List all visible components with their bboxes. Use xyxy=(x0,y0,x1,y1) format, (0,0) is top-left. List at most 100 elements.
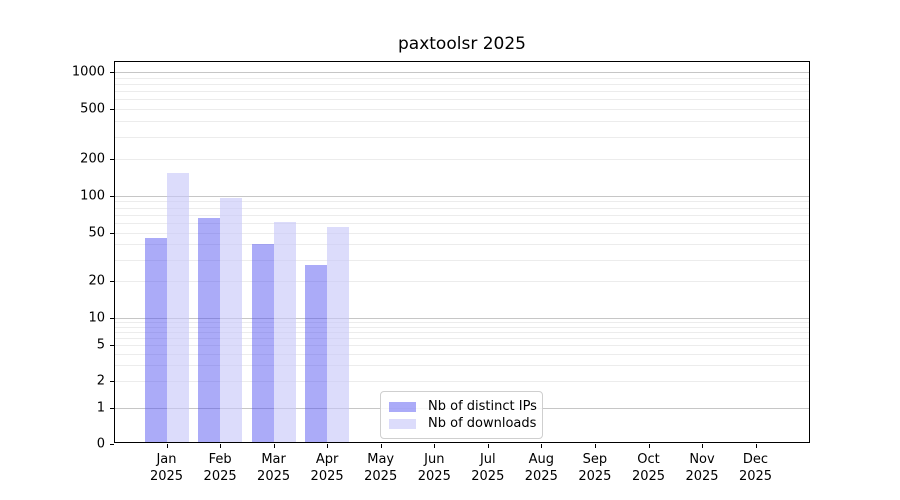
y-tick-mark-1000 xyxy=(110,72,114,73)
x-tick-mark-jan xyxy=(166,444,168,448)
legend-item-distinct-ips: Nb of distinct IPs xyxy=(389,398,537,415)
y-tick-mark-1 xyxy=(110,408,114,409)
y-tick-label-500: 500 xyxy=(80,101,105,117)
y-tick-mark-20 xyxy=(110,281,114,283)
gridline-minor-70 xyxy=(114,214,810,216)
x-tick-year: 2025 xyxy=(631,468,666,484)
gridline-major-10 xyxy=(114,318,810,319)
gridline-minor-3 xyxy=(114,365,810,367)
gridline-minor-4 xyxy=(114,353,810,355)
x-tick-mark-jul xyxy=(487,444,489,448)
y-tick-mark-5 xyxy=(110,345,114,347)
y-tick-mark-100 xyxy=(110,195,114,197)
bar-distinct-ips-jan xyxy=(144,237,167,443)
x-tick-month: Apr xyxy=(315,452,339,467)
x-tick-month: Jun xyxy=(424,452,445,467)
x-tick-mark-may xyxy=(380,444,382,448)
gridline-minor-800 xyxy=(114,84,810,85)
x-tick-year: 2025 xyxy=(578,468,612,484)
y-tick-label-10: 10 xyxy=(88,310,105,326)
y-tick-label-1: 1 xyxy=(96,400,105,416)
x-tick-label-sep: Sep 2025 xyxy=(555,452,635,485)
x-tick-mark-mar xyxy=(273,444,275,448)
x-tick-month: Oct xyxy=(637,452,660,467)
legend-swatch-distinct-ips xyxy=(389,401,416,412)
y-tick-mark-500 xyxy=(110,109,114,111)
y-tick-label-20: 20 xyxy=(88,273,105,289)
bar-downloads-mar xyxy=(273,222,296,443)
x-tick-month: Dec xyxy=(742,452,769,467)
gridline-minor-50 xyxy=(114,232,810,234)
gridline-minor-400 xyxy=(114,121,810,123)
x-tick-label-may: May 2025 xyxy=(341,452,421,485)
x-tick-year: 2025 xyxy=(310,468,344,484)
chart-title: paxtoolsr 2025 xyxy=(398,34,526,54)
gridline-minor-40 xyxy=(114,244,810,246)
plot-area: Nb of distinct IPs Nb of downloads xyxy=(114,61,810,443)
x-tick-label-jun: Jun 2025 xyxy=(394,452,474,485)
x-tick-month: Feb xyxy=(208,452,232,467)
x-tick-month: Sep xyxy=(582,452,608,467)
x-tick-year: 2025 xyxy=(524,468,558,484)
x-tick-month: Aug xyxy=(528,452,554,467)
x-tick-mark-dec xyxy=(755,444,757,448)
legend-label-downloads: Nb of downloads xyxy=(428,416,537,431)
x-tick-mark-oct xyxy=(648,444,650,448)
bar-downloads-apr xyxy=(327,227,350,443)
x-tick-label-jul: Jul 2025 xyxy=(448,452,528,485)
y-tick-label-50: 50 xyxy=(88,225,105,240)
gridline-minor-90 xyxy=(114,201,810,203)
bar-downloads-feb xyxy=(220,197,242,443)
x-tick-year: 2025 xyxy=(257,468,291,484)
x-tick-mark-jun xyxy=(434,444,436,448)
gridline-minor-700 xyxy=(114,91,810,93)
x-tick-year: 2025 xyxy=(685,468,719,484)
y-tick-mark-50 xyxy=(110,232,114,234)
gridline-major-1000 xyxy=(114,72,810,73)
gridline-minor-200 xyxy=(114,158,810,160)
x-tick-mark-sep xyxy=(594,444,596,448)
gridline-minor-6 xyxy=(114,338,810,339)
x-tick-label-oct: Oct 2025 xyxy=(609,452,689,485)
y-tick-mark-10 xyxy=(110,318,114,319)
x-tick-month: Jul xyxy=(479,452,496,467)
y-tick-label-5: 5 xyxy=(96,337,105,353)
y-tick-mark-0 xyxy=(110,443,114,445)
x-tick-month: Nov xyxy=(689,452,715,467)
gridline-minor-9 xyxy=(114,322,810,324)
gridline-minor-80 xyxy=(114,207,810,209)
gridline-minor-5 xyxy=(114,345,810,347)
gridline-minor-8 xyxy=(114,326,810,328)
x-tick-mark-feb xyxy=(220,444,222,448)
x-tick-mark-nov xyxy=(702,444,703,448)
gridline-minor-600 xyxy=(114,99,810,101)
bar-distinct-ips-feb xyxy=(198,218,220,443)
x-tick-year: 2025 xyxy=(203,468,237,484)
bar-distinct-ips-mar xyxy=(251,243,274,443)
gridline-minor-20 xyxy=(114,281,810,283)
x-tick-mark-aug xyxy=(541,444,543,448)
x-tick-label-feb: Feb 2025 xyxy=(180,452,260,485)
legend-item-downloads: Nb of downloads xyxy=(389,415,537,432)
x-tick-year: 2025 xyxy=(738,468,773,484)
y-tick-label-2: 2 xyxy=(96,373,105,389)
x-tick-label-jan: Jan 2025 xyxy=(127,452,207,485)
legend-swatch-downloads xyxy=(389,418,416,429)
y-tick-label-200: 200 xyxy=(80,151,105,166)
x-tick-label-aug: Aug 2025 xyxy=(501,452,581,485)
x-tick-mark-apr xyxy=(327,444,329,448)
x-tick-year: 2025 xyxy=(417,468,451,484)
legend: Nb of distinct IPs Nb of downloads xyxy=(380,391,543,439)
gridline-minor-2 xyxy=(114,380,810,382)
y-tick-mark-2 xyxy=(110,380,114,382)
x-tick-label-dec: Dec 2025 xyxy=(716,452,796,485)
y-tick-label-100: 100 xyxy=(80,188,105,204)
x-tick-year: 2025 xyxy=(471,468,505,484)
x-tick-label-apr: Apr 2025 xyxy=(287,452,367,485)
legend-label-distinct-ips: Nb of distinct IPs xyxy=(428,399,537,414)
gridline-minor-300 xyxy=(114,136,810,138)
gridline-major-100 xyxy=(114,195,810,197)
x-tick-label-mar: Mar 2025 xyxy=(234,452,314,485)
y-tick-label-0: 0 xyxy=(96,436,105,451)
